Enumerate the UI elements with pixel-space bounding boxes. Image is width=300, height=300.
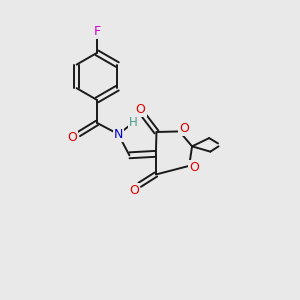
Text: H: H xyxy=(129,116,138,129)
Text: O: O xyxy=(67,131,77,144)
Text: O: O xyxy=(136,103,146,116)
Text: N: N xyxy=(113,128,123,141)
Text: O: O xyxy=(130,184,139,196)
Text: F: F xyxy=(93,25,100,38)
Text: O: O xyxy=(179,122,189,135)
Text: O: O xyxy=(190,161,200,174)
